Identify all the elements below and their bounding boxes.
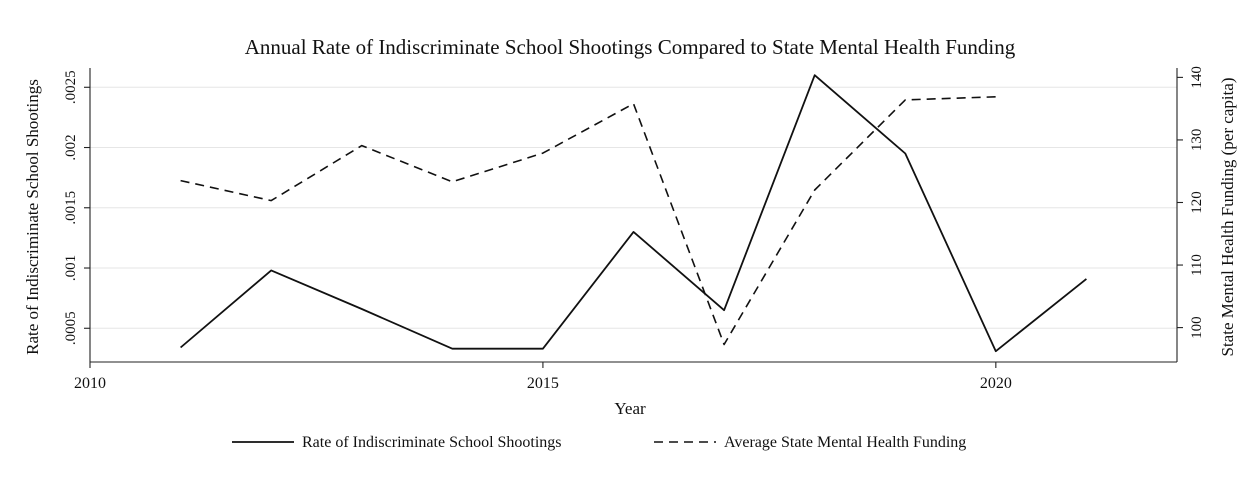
legend-label: Rate of Indiscriminate School Shootings bbox=[302, 434, 562, 451]
legend-label: Average State Mental Health Funding bbox=[724, 434, 966, 451]
grid bbox=[90, 86, 1177, 329]
series-line-mental-health-funding bbox=[180, 96, 996, 346]
y-tick-label-left: .0015 bbox=[63, 191, 79, 225]
y-tick-label-left: .0005 bbox=[63, 311, 79, 345]
y-axis-title-right: State Mental Health Funding (per capita) bbox=[1218, 78, 1237, 357]
chart-title: Annual Rate of Indiscriminate School Sho… bbox=[245, 35, 1016, 59]
x-tick-label: 2010 bbox=[74, 375, 106, 392]
y-tick-label-left: .001 bbox=[63, 255, 79, 281]
x-axis-title: Year bbox=[614, 399, 646, 418]
y-tick-label-right: 140 bbox=[1189, 66, 1205, 89]
y-tick-label-left: .0025 bbox=[63, 70, 79, 104]
x-tick-label: 2015 bbox=[527, 375, 559, 392]
y-tick-label-right: 100 bbox=[1189, 316, 1205, 339]
y-tick-label-right: 110 bbox=[1189, 254, 1205, 276]
axes: 2010 2015 2020 .0005 .001 .0015 .002 .0025 100 11… bbox=[63, 66, 1205, 392]
series-line-shooting-rate bbox=[180, 74, 1087, 353]
y-axis-title-left: Rate of Indiscriminate School Shootings bbox=[23, 79, 42, 355]
y-tick-label-right: 130 bbox=[1189, 129, 1205, 152]
x-tick-label: 2020 bbox=[980, 375, 1012, 392]
y-tick-label-right: 120 bbox=[1189, 191, 1205, 214]
legend: Rate of Indiscriminate School Shootings A… bbox=[232, 434, 966, 451]
series-lines bbox=[180, 74, 1087, 353]
y-tick-label-left: .002 bbox=[63, 134, 79, 160]
